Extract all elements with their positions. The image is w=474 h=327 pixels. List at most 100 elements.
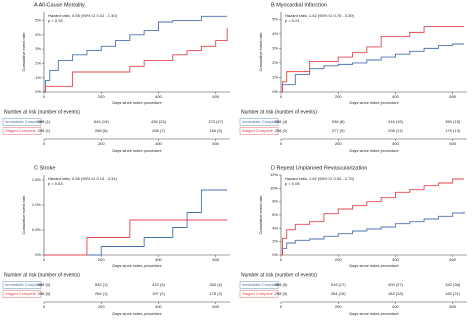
at-risk-value: 277 (9) [332, 128, 345, 133]
y-tick-label: 2% [272, 239, 278, 244]
x-axis-label: Days since index procedure [349, 263, 399, 268]
x-tick-label: 400 [155, 257, 162, 262]
x-axis-label: Days since index procedure [349, 148, 399, 153]
x-tick-label: 200 [98, 141, 105, 146]
x-tick-label: 600 [212, 304, 219, 309]
x-tick-label: 0 [280, 304, 283, 309]
x-tick-label: 200 [98, 304, 105, 309]
at-risk-value: 598 (1) [38, 119, 51, 124]
x-tick-label: 600 [449, 257, 456, 262]
km-curve [44, 189, 228, 256]
panel: B Myocardial Infarction Hazard ratio, 1.6… [239, 2, 467, 153]
x-tick-label: 400 [155, 141, 162, 146]
x-axis-label: Days since index procedure [112, 148, 162, 153]
panel-title: A All-Cause Mortality [34, 2, 85, 8]
at-risk-value: 179 (13) [445, 128, 461, 133]
at-risk-value: 350 (15) [445, 119, 461, 124]
y-tick-label: 0% [272, 89, 278, 94]
at-risk-value: 598 (0) [275, 282, 288, 287]
at-risk-value: 264 (15) [331, 291, 347, 296]
risk-title: Number at risk (number of events) [4, 272, 80, 278]
x-tick-label: 600 [449, 304, 456, 309]
y-tick-label: 0.5% [32, 227, 42, 232]
at-risk-value: 598 (0) [38, 282, 51, 287]
x-tick-label: 0 [280, 141, 283, 146]
x-tick-label: 0 [43, 257, 46, 262]
panel-title: C Stroke [34, 165, 55, 171]
y-tick-label: 5% [272, 16, 278, 21]
y-tick-label: 0% [272, 252, 278, 257]
x-axis-label: Days since index procedure [349, 311, 399, 316]
row-box [2, 290, 42, 298]
x-tick-label: 600 [449, 94, 456, 99]
x-axis-label: Days since index procedure [112, 311, 162, 316]
row-name: Immediate Complete [5, 282, 43, 287]
x-tick-label: 0 [280, 257, 283, 262]
at-risk-value: 162 (21) [445, 291, 461, 296]
row-name: Staged Complete [5, 291, 37, 296]
row-box [239, 127, 279, 135]
x-tick-label: 400 [392, 257, 399, 262]
y-tick-label: 12% [270, 172, 278, 177]
x-tick-label: 600 [212, 94, 219, 99]
row-name: Staged Complete [242, 291, 274, 296]
x-tick-label: 0 [43, 94, 46, 99]
km-curve [44, 219, 228, 256]
panel-title: B Myocardial Infarction [271, 2, 327, 8]
row-box [239, 281, 279, 289]
risk-title: Number at risk (number of events) [241, 272, 317, 278]
x-axis-label: Days since index procedure [112, 263, 162, 268]
p-value: p = 0.21 [285, 18, 300, 23]
at-risk-value: 298 (0) [275, 291, 288, 296]
at-risk-value: 543 (19) [94, 119, 110, 124]
x-tick-label: 200 [335, 257, 342, 262]
at-risk-value: 598 (4) [275, 119, 288, 124]
row-name: Immediate Complete [5, 119, 43, 124]
at-risk-value: 175 (2) [209, 291, 222, 296]
y-tick-label: 3% [35, 46, 41, 51]
x-tick-label: 400 [392, 141, 399, 146]
y-tick-label: 8% [272, 199, 278, 204]
at-risk-value: 183 (18) [388, 291, 404, 296]
y-axis-label: Cumulative event rate [258, 32, 263, 72]
y-tick-label: 0% [35, 89, 41, 94]
risk-title: Number at risk (number of events) [4, 109, 80, 115]
annotation: Hazard ratio, 0.55 (95% CI 0.14 - 3.31) [48, 176, 118, 181]
at-risk-value: 298 (1) [38, 128, 51, 133]
km-curve [281, 211, 465, 256]
y-tick-label: 4% [272, 31, 278, 36]
x-tick-label: 200 [98, 257, 105, 262]
y-tick-label: 6% [272, 212, 278, 217]
at-risk-value: 400 (27) [388, 282, 404, 287]
y-tick-label: 0% [35, 252, 41, 257]
row-box [239, 290, 279, 298]
row-box [2, 281, 42, 289]
row-name: Immediate Complete [242, 119, 280, 124]
x-tick-label: 600 [449, 141, 456, 146]
x-tick-label: 200 [335, 141, 342, 146]
x-tick-label: 400 [155, 94, 162, 99]
x-axis-label: Days since index procedure [349, 100, 399, 105]
at-risk-value: 208 (7) [152, 128, 165, 133]
p-value: p = 0.08 [285, 181, 300, 186]
at-risk-value: 197 (2) [152, 291, 165, 296]
at-risk-value: 532 (1) [95, 282, 108, 287]
annotation: Hazard ratio, 0.55 (95% CI 0.41 - 1.40) [48, 13, 118, 18]
at-risk-value: 342 (38) [445, 282, 461, 287]
at-risk-value: 268 (6) [95, 128, 108, 133]
x-axis-label: Days since index procedure [112, 100, 162, 105]
km-curve [281, 178, 465, 256]
annotation: Hazard ratio, 1.62 (95% CI 0.76 - 3.39) [285, 13, 355, 18]
y-tick-label: 1.0% [32, 202, 42, 207]
y-tick-label: 3% [272, 45, 278, 50]
y-tick-label: 1% [272, 75, 278, 80]
at-risk-value: 373 (27) [208, 119, 224, 124]
p-value: p = 0.15 [48, 18, 63, 23]
row-name: Immediate Complete [242, 282, 280, 287]
at-risk-value: 298 (2) [275, 128, 288, 133]
at-risk-value: 422 (3) [152, 282, 165, 287]
x-tick-label: 400 [392, 304, 399, 309]
panel: D Repeat Unplanned Revascularization Haza… [239, 165, 467, 316]
y-tick-label: 4% [35, 32, 41, 37]
x-tick-label: 200 [335, 304, 342, 309]
